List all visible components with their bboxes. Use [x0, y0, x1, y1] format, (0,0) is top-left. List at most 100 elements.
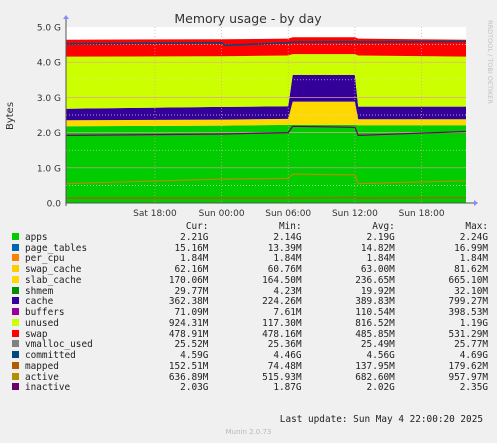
area-unused — [66, 54, 466, 109]
axes — [63, 15, 478, 206]
y-tick-label: 0.0 — [47, 200, 62, 210]
legend-max-value: 81.62M — [454, 264, 488, 275]
y-tick-labels: 0.0 1.0 G 2.0 G 3.0 G 4.0 G 5.0 G — [37, 24, 61, 210]
legend-series-name: apps — [25, 231, 48, 243]
legend-swatch — [12, 351, 19, 358]
legend-max-value: 4.69G — [459, 350, 488, 361]
legend-avg-value: 682.60M — [355, 371, 395, 383]
y-axis-arrow-icon — [63, 15, 69, 19]
legend-cur-value: 15.16M — [174, 242, 209, 254]
legend-series-name: per_cpu — [25, 253, 65, 265]
legend-cur-value: 62.16M — [174, 264, 209, 275]
legend-avg-value: 14.82M — [360, 242, 395, 254]
legend-min-value: 74.48M — [267, 360, 302, 372]
legend-max-value: 398.53M — [448, 307, 488, 318]
legend-series-name: slab_cache — [25, 274, 82, 286]
legend-min-value: 1.84M — [273, 253, 302, 265]
legend-series-name: cache — [25, 296, 54, 308]
legend-row: vmalloc_used 25.52M 25.36M 25.49M 25.77M — [12, 339, 488, 351]
legend-min-value: 25.36M — [267, 339, 302, 351]
legend-min-value: 13.39M — [267, 242, 302, 254]
legend-row: apps 2.21G 2.14G 2.19G 2.24G — [12, 231, 488, 244]
col-max-header: Max: — [465, 221, 488, 232]
legend-swatch — [12, 329, 19, 337]
legend-cur-value: 924.31M — [168, 317, 209, 329]
y-tick-label: 1.0 G — [37, 164, 61, 174]
legend-max-value: 179.62M — [448, 360, 488, 372]
area-swap — [66, 37, 466, 57]
legend-avg-value: 236.65M — [355, 274, 395, 286]
legend-series-name: unused — [25, 317, 59, 329]
legend-max-value: 1.84M — [459, 253, 488, 265]
legend-series-name: swap_cache — [25, 264, 82, 275]
overlay-lines — [65, 40, 467, 199]
grid-lines — [66, 27, 466, 203]
legend-min-value: 164.50M — [262, 274, 302, 286]
legend-row: cache 362.38M 224.26M 389.83M 799.27M — [12, 296, 488, 308]
legend-swatch — [12, 232, 19, 240]
area-cache — [66, 74, 466, 121]
legend-min-value: 1.87G — [273, 382, 302, 394]
line-committed — [65, 40, 467, 47]
legend-avg-value: 137.95M — [355, 360, 395, 372]
last-update-text: Last update: Sun May 4 22:00:20 2025 — [279, 414, 483, 425]
legend-cur-value: 25.52M — [174, 339, 209, 351]
legend-row: swap_cache 62.16M 60.76M 63.00M 81.62M — [12, 264, 488, 276]
legend-avg-value: 4.56G — [366, 350, 395, 361]
legend-swatch — [12, 275, 19, 283]
x-tick-label: Sat 18:00 — [133, 209, 177, 219]
legend-row: slab_cache 170.06M 164.50M 236.65M 665.10M — [12, 274, 488, 287]
legend-row: mapped 152.51M 74.48M 137.95M 179.62M — [12, 360, 488, 373]
legend-swatch — [12, 254, 19, 262]
col-cur-header: Cur: — [185, 221, 209, 232]
legend-series-name: buffers — [25, 307, 65, 318]
munin-version: Munin 2.0.73 — [225, 428, 272, 436]
x-tick-labels: Sat 18:00 Sun 00:00 Sun 06:00 Sun 12:00 Sun … — [133, 209, 445, 219]
legend-row: buffers 71.09M 7.61M 110.54M 398.53M — [12, 307, 488, 319]
y-tick-label: 3.0 G — [37, 94, 61, 104]
legend-swatch — [12, 318, 19, 326]
legend-min-value: 60.76M — [267, 264, 302, 275]
legend-row: inactive 2.03G 1.87G 2.02G 2.35G — [12, 382, 488, 394]
legend-max-value: 531.29M — [448, 328, 488, 340]
legend-swatch — [12, 383, 19, 391]
legend-cur-value: 1.84M — [180, 253, 209, 265]
legend-max-value: 16.99M — [454, 242, 488, 254]
legend-series-name: committed — [25, 350, 76, 361]
legend-swatch — [12, 340, 19, 348]
y-tick-label: 2.0 G — [37, 129, 61, 139]
legend-row: swap 478.91M 478.16M 485.85M 531.29M — [12, 328, 488, 341]
legend-swatch — [12, 265, 19, 272]
legend-avg-value: 25.49M — [360, 339, 395, 351]
legend-row: shmem 29.77M 4.23M 19.92M 32.10M — [12, 285, 488, 298]
legend-series-name: inactive — [25, 382, 71, 394]
col-min-header: Min: — [279, 221, 302, 232]
area-slab_cache — [66, 101, 466, 127]
legend-min-value: 478.16M — [262, 328, 302, 340]
x-axis-arrow-icon — [474, 200, 478, 206]
legend-series-name: swap — [25, 328, 48, 340]
legend-cur-value: 636.89M — [168, 371, 209, 383]
legend-avg-value: 485.85M — [355, 328, 395, 340]
legend-row: page_tables 15.16M 13.39M 14.82M 16.99M — [12, 242, 488, 255]
legend-swatch — [12, 243, 19, 251]
legend-avg-value: 389.83M — [355, 296, 395, 308]
legend-header-row: Cur: Min: Avg: Max: — [12, 221, 488, 233]
legend-max-value: 2.35G — [459, 382, 488, 394]
memory-chart: Memory usage - by day Bytes RRDTOOL / TO… — [5, 11, 494, 219]
x-tick-label: Sun 18:00 — [399, 209, 445, 219]
legend-series-name: mapped — [25, 360, 59, 372]
area-apps — [66, 124, 466, 203]
legend-min-value: 117.30M — [262, 317, 302, 329]
legend-max-value: 32.10M — [454, 285, 488, 297]
legend-max-value: 957.97M — [448, 371, 488, 383]
legend-max-value: 1.19G — [459, 317, 488, 329]
legend-avg-value: 63.00M — [360, 264, 395, 275]
legend-cur-value: 2.21G — [180, 231, 209, 243]
legend-min-value: 4.46G — [273, 350, 302, 361]
legend-row: unused 924.31M 117.30M 816.52M 1.19G — [12, 317, 488, 330]
legend-min-value: 224.26M — [262, 296, 302, 308]
legend-cur-value: 71.09M — [174, 307, 209, 318]
legend-avg-value: 2.02G — [366, 382, 395, 394]
